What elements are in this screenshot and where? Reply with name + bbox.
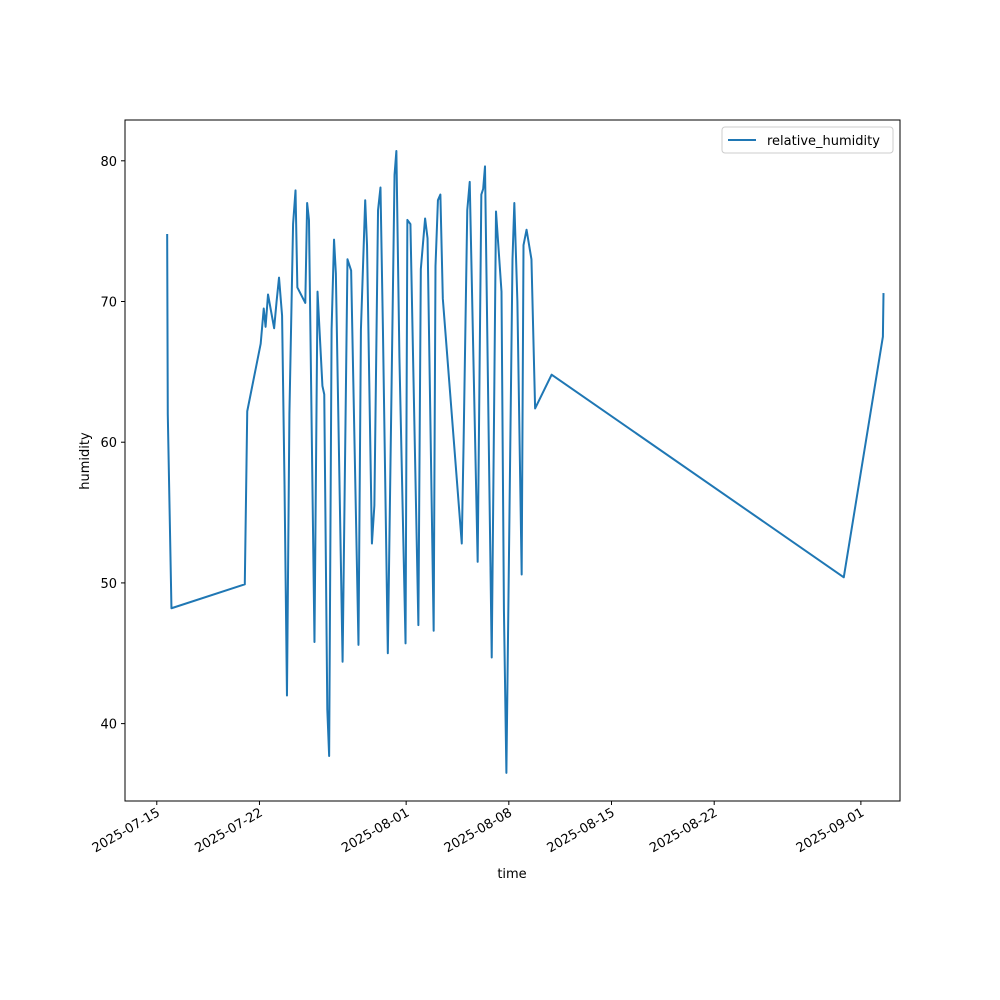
legend-label-relative-humidity: relative_humidity [767,134,880,149]
series-line-relative-humidity [166,149,885,774]
plot-frame [124,119,901,802]
x-axis-title: time [497,867,526,882]
y-tick-label: 40 [100,718,117,733]
plot-layer [166,149,885,774]
y-tick-label: 50 [100,577,117,592]
y-tick-label: 70 [100,296,117,311]
y-tick-label: 60 [100,436,117,451]
legend-box [721,126,894,154]
legend: relative_humidity [721,126,894,154]
y-axis-title: humidity [78,432,93,490]
y-tick-label: 80 [100,155,117,170]
